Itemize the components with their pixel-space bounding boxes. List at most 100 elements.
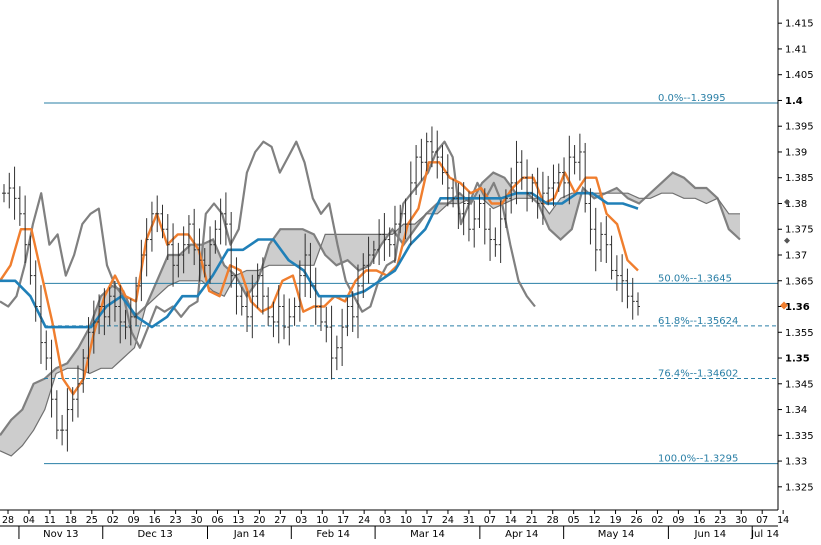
- x-tick-label: 10: [316, 515, 328, 526]
- ohlc-bar: [7, 172, 12, 209]
- x-tick-label: 20: [253, 515, 265, 526]
- x-tick-label: 07: [484, 515, 496, 526]
- month-label: Jun 14: [694, 529, 727, 540]
- fib-level-label: 76.4%--1.34602: [658, 369, 738, 380]
- ohlc-bar: [213, 220, 218, 254]
- y-tick-label: 1.34: [785, 405, 807, 416]
- ohlc-bar: [160, 204, 165, 239]
- ohlc-bar: [377, 219, 382, 266]
- ohlc-bar: [498, 200, 503, 263]
- ohlc-bar: [503, 189, 508, 228]
- y-tick-label: 1.36: [785, 302, 810, 313]
- ohlc-bar: [139, 239, 144, 302]
- ohlc-bar: [250, 274, 255, 339]
- ohlc-bar: [572, 145, 577, 175]
- ohlc-bar: [112, 281, 117, 322]
- ohlc-bar: [371, 240, 376, 265]
- ohlc-bar: [245, 291, 250, 333]
- ohlc-bar: [149, 201, 154, 252]
- ohlc-bar: [334, 335, 339, 371]
- ohlc-bar: [86, 317, 91, 374]
- y-tick-label: 1.4: [785, 96, 803, 107]
- ohlc-bar: [604, 216, 609, 263]
- ohlc-bar: [276, 285, 281, 344]
- x-tick-label: 14: [777, 515, 789, 526]
- y-tick-label: 1.355: [785, 328, 814, 339]
- last-price-marker: [780, 301, 788, 310]
- ohlc-bar: [97, 294, 102, 335]
- y-tick-label: 1.395: [785, 122, 814, 133]
- month-label: Mar 14: [410, 529, 445, 540]
- ohlc-bar: [118, 285, 123, 344]
- x-tick-label: 30: [191, 515, 203, 526]
- ohlc-bar: [313, 267, 318, 325]
- ohlc-bar: [540, 171, 545, 225]
- ohlc-bar: [366, 236, 371, 284]
- ohlc-bar: [514, 140, 519, 205]
- ohlc-bar: [472, 200, 477, 248]
- x-tick-label: 10: [400, 515, 412, 526]
- ohlc-bar: [392, 205, 397, 263]
- x-tick-label: 11: [44, 515, 56, 526]
- y-tick-label: 1.325: [785, 482, 814, 493]
- ohlc-bar: [567, 135, 572, 205]
- x-tick-label: 02: [107, 515, 119, 526]
- ohlc-bar: [28, 235, 33, 285]
- x-tick-label: 14: [505, 515, 517, 526]
- y-tick-label: 1.415: [785, 19, 814, 30]
- ohlc-bar: [509, 167, 514, 214]
- ohlc-bar: [382, 213, 387, 261]
- ohlc-bar: [186, 215, 191, 254]
- ohlc-bar: [340, 308, 345, 367]
- ohlc-bar: [546, 175, 551, 206]
- ohlc-bar: [91, 300, 96, 354]
- ohlc-bar: [355, 264, 360, 339]
- y-tick-label: 1.33: [785, 457, 807, 468]
- ohlc-bar: [144, 218, 149, 277]
- ohlc-bar: [588, 188, 593, 245]
- ohlc-bar: [424, 132, 429, 172]
- ohlc-bar: [297, 260, 302, 322]
- ohlc-bar: [593, 207, 598, 272]
- x-tick-label: 09: [672, 515, 684, 526]
- chikou-span-line: [0, 140, 536, 349]
- month-label: May 14: [598, 529, 635, 540]
- x-tick-label: 06: [211, 515, 223, 526]
- month-label: Jul 14: [750, 529, 779, 540]
- y-tick-label: 1.37: [785, 251, 807, 262]
- ohlc-bar: [456, 183, 461, 229]
- ohlc-bar: [562, 157, 567, 199]
- x-tick-label: 13: [232, 515, 244, 526]
- ohlc-bar: [128, 298, 133, 346]
- ohlc-bar: [81, 349, 86, 393]
- ohlc-bar: [387, 227, 392, 257]
- ohlc-bar: [255, 263, 260, 309]
- ohlc-bar: [134, 276, 139, 326]
- ohlc-bar: [329, 305, 334, 380]
- ohlc-bar: [445, 154, 450, 207]
- x-tick-label: 23: [714, 515, 726, 526]
- ohlc-bar: [620, 254, 625, 303]
- ohlc-bar: [345, 297, 350, 337]
- ohlc-bar: [123, 309, 128, 340]
- ohlc-bar: [49, 339, 54, 418]
- ohlc-bar: [287, 298, 292, 346]
- fib-level-label: 61.8%--1.35624: [658, 316, 738, 327]
- ohlc-bar: [192, 208, 197, 266]
- x-tick-label: 18: [65, 515, 77, 526]
- ohlc-bar: [266, 287, 271, 326]
- x-tick-label: 30: [735, 515, 747, 526]
- ohlc-bar: [556, 163, 561, 192]
- x-tick-label: 27: [274, 515, 286, 526]
- ohlc-bar: [70, 387, 75, 422]
- x-tick-label: 31: [463, 515, 475, 526]
- x-tick-label: 17: [421, 515, 433, 526]
- y-tick-label: 1.345: [785, 379, 814, 390]
- ohlc-bar: [408, 161, 413, 246]
- cloud-span-b: [0, 192, 740, 457]
- ohlc-bar: [361, 253, 366, 299]
- ohlc-bar: [171, 223, 176, 287]
- x-tick-label: 04: [23, 515, 35, 526]
